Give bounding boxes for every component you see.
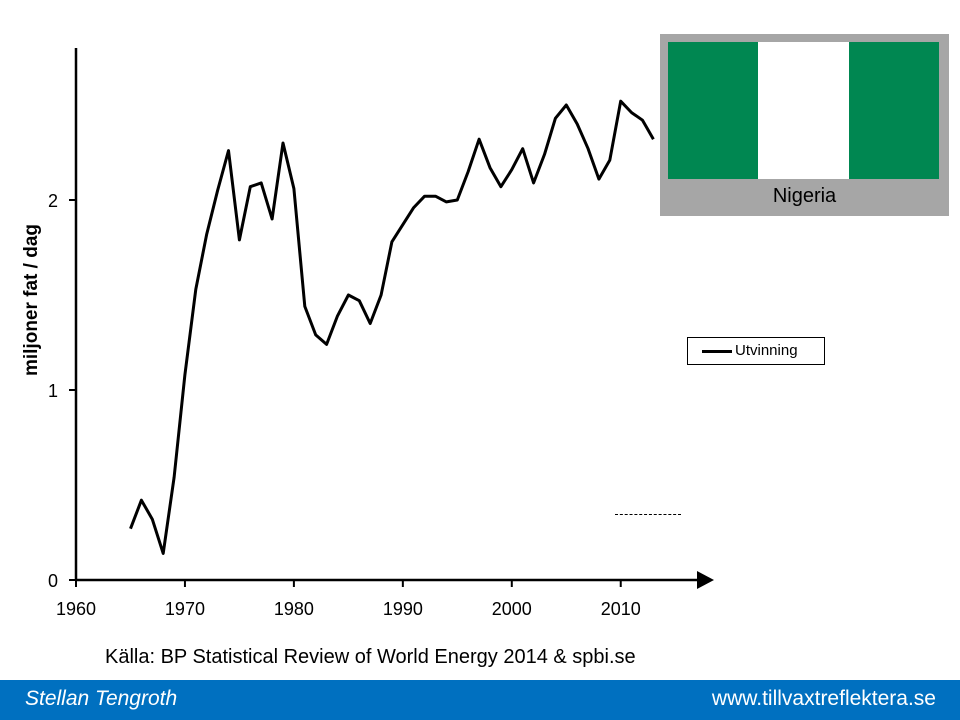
- footer-website: www.tillvaxtreflektera.se: [711, 687, 936, 710]
- footer-author: Stellan Tengroth: [25, 687, 178, 710]
- legend-swatch: [702, 350, 732, 353]
- footer-bar: Stellan Tengroth www.tillvaxtreflektera.…: [0, 680, 960, 720]
- x-tick-label: 1980: [274, 599, 314, 619]
- y-tick-label: 0: [48, 571, 58, 591]
- nigeria-flag: [668, 42, 939, 179]
- series-line: [129, 99, 655, 555]
- flag-country-name: Nigeria: [772, 185, 837, 207]
- x-tick-label: 2010: [601, 599, 641, 619]
- x-axis-arrow: [697, 571, 714, 589]
- flag-band-left: [668, 42, 759, 179]
- y-tick-label: 2: [48, 191, 58, 211]
- source-note: Källa: BP Statistical Review of World En…: [105, 646, 636, 668]
- y-axis-label: miljoner fat / dag: [21, 223, 42, 377]
- chart-legend: Utvinning: [687, 337, 825, 365]
- dashed-line: [615, 514, 681, 515]
- legend-label: Utvinning: [735, 342, 798, 359]
- flag-band-middle: [758, 42, 849, 179]
- chart-ticks: 1960 1970 1980 1990 2000 2010 0 1 2: [48, 191, 641, 619]
- chart-axes: [74, 48, 714, 589]
- x-tick-label: 2000: [492, 599, 532, 619]
- y-tick-label: 1: [48, 381, 58, 401]
- chart-series: [129, 99, 655, 555]
- flag-panel: Nigeria: [660, 34, 949, 216]
- x-tick-label: 1970: [165, 599, 205, 619]
- flag-band-right: [848, 42, 939, 179]
- x-tick-label: 1960: [56, 599, 96, 619]
- x-tick-label: 1990: [383, 599, 423, 619]
